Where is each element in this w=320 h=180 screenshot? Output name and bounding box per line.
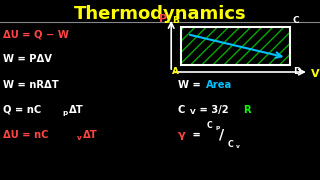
Text: ΔT: ΔT xyxy=(69,105,84,115)
Bar xyxy=(181,27,290,65)
Text: /: / xyxy=(219,128,224,142)
Text: C: C xyxy=(178,105,185,115)
Text: R: R xyxy=(243,105,251,115)
Text: A: A xyxy=(172,67,179,76)
Text: C: C xyxy=(206,121,212,130)
Text: C: C xyxy=(227,140,233,149)
Text: Area: Area xyxy=(206,80,233,90)
Text: = 3/2: = 3/2 xyxy=(196,105,232,115)
Text: v: v xyxy=(77,135,82,141)
Text: W = PΔV: W = PΔV xyxy=(3,54,52,64)
Text: ΔU = Q − W: ΔU = Q − W xyxy=(3,29,69,39)
Text: =: = xyxy=(189,130,204,140)
Text: γ: γ xyxy=(178,130,185,140)
Text: v: v xyxy=(236,144,240,149)
Text: V: V xyxy=(190,109,196,116)
Text: V: V xyxy=(311,69,319,79)
Text: ΔT: ΔT xyxy=(83,130,98,140)
Text: C: C xyxy=(293,16,300,25)
Text: p: p xyxy=(62,109,68,116)
Text: W =: W = xyxy=(178,80,204,90)
Text: Q = nC: Q = nC xyxy=(3,105,42,115)
Text: P: P xyxy=(159,14,167,24)
Text: D: D xyxy=(293,67,300,76)
Text: p: p xyxy=(215,125,219,130)
Bar xyxy=(181,27,290,65)
Text: ΔU = nC: ΔU = nC xyxy=(3,130,49,140)
Text: Thermodynamics: Thermodynamics xyxy=(74,5,246,23)
Text: W = nRΔT: W = nRΔT xyxy=(3,80,59,90)
Text: B: B xyxy=(172,16,179,25)
